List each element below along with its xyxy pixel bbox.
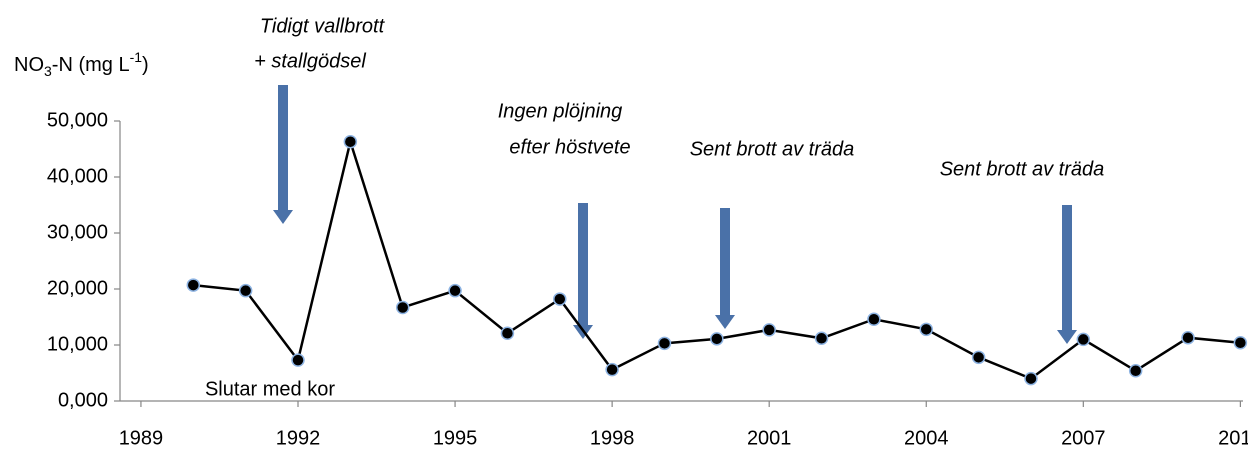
annotation: efter höstvete xyxy=(509,136,630,158)
marker xyxy=(186,278,201,292)
y-tick-label: 30,000 xyxy=(47,221,108,243)
marker xyxy=(553,292,567,306)
x-tick-label: 1989 xyxy=(119,427,164,449)
marker xyxy=(657,336,672,351)
y-tick-label: 50,000 xyxy=(47,109,108,131)
marker xyxy=(867,312,881,326)
marker xyxy=(710,332,724,346)
x-tick-label: 2007 xyxy=(1061,427,1106,449)
annotation: Tidigt vallbrott xyxy=(260,15,386,37)
y-tick-label: 0,000 xyxy=(58,389,108,411)
x-tick-label: 2001 xyxy=(747,427,792,449)
marker xyxy=(343,134,358,149)
marker xyxy=(1181,330,1195,345)
marker xyxy=(500,326,515,340)
y-tick-label: 20,000 xyxy=(47,277,108,299)
marker xyxy=(919,322,934,337)
marker xyxy=(395,300,410,315)
arrows xyxy=(273,85,1077,344)
marker xyxy=(1128,364,1143,378)
x-tick-label: 2010 xyxy=(1218,427,1248,449)
annotation: + stallgödsel xyxy=(254,50,366,72)
marker xyxy=(605,362,619,377)
marker xyxy=(1024,371,1038,386)
annotation: Sent brott av träda xyxy=(940,158,1105,180)
marker xyxy=(971,350,986,365)
y-tick-label: 10,000 xyxy=(47,333,108,355)
annotation: Ingen plöjning xyxy=(498,100,623,122)
y-axis-label: NO3-N (mg L-1) xyxy=(14,49,149,79)
x-tick-label: 1998 xyxy=(590,427,635,449)
x-tick-label: 2004 xyxy=(904,427,949,449)
marker xyxy=(1233,336,1248,350)
marker xyxy=(814,331,829,346)
annotation: Slutar med kor xyxy=(205,378,335,400)
marker xyxy=(291,353,305,367)
marker xyxy=(1076,332,1091,347)
x-tick-label: 1992 xyxy=(276,427,321,449)
marker xyxy=(762,323,776,337)
y-tick-label: 40,000 xyxy=(47,165,108,187)
marker xyxy=(448,283,462,298)
x-tick-label: 1995 xyxy=(433,427,478,449)
marker xyxy=(238,283,253,298)
annotation: Sent brott av träda xyxy=(690,138,855,160)
